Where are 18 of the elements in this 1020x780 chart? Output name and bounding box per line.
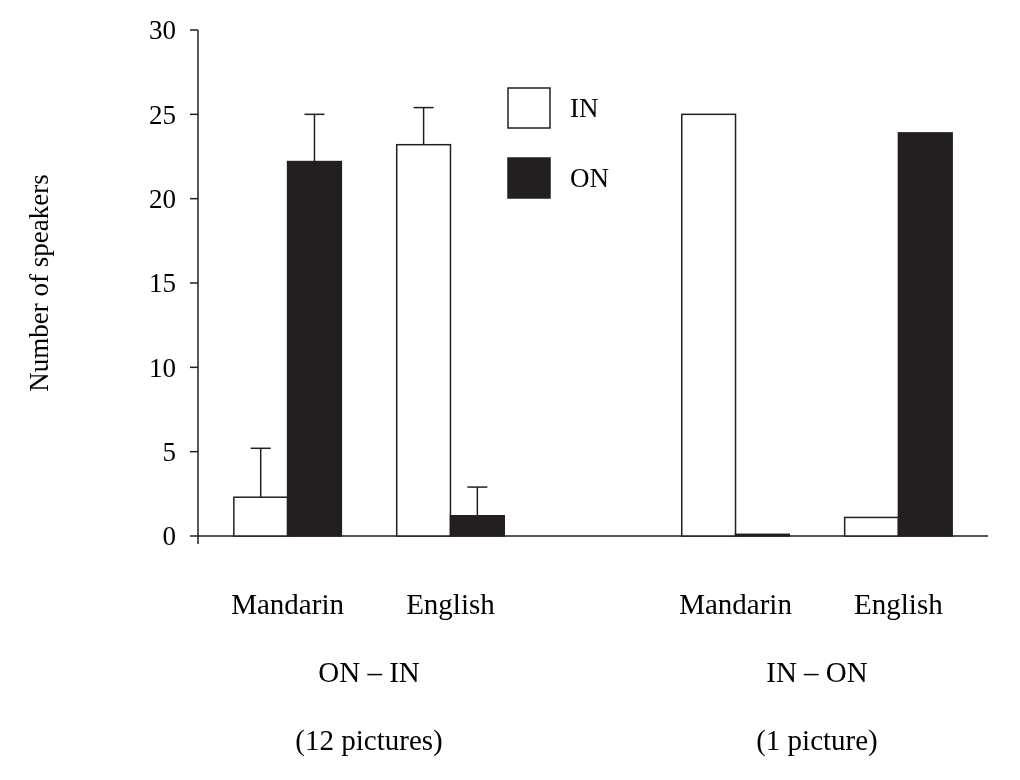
legend-label: IN <box>570 93 599 124</box>
text: ON – IN <box>318 656 420 688</box>
y-tick-label: 0 <box>162 521 176 552</box>
y-tick-label: 5 <box>162 437 176 468</box>
y-tick-label: 15 <box>149 268 176 299</box>
y-tick-label: 30 <box>149 15 176 46</box>
text: IN – ON <box>766 656 868 688</box>
text: (1 picture) <box>756 724 878 757</box>
x-tick-label: English <box>854 588 944 620</box>
x-tick-label: Mandarin <box>679 588 793 620</box>
y-tick-label: 10 <box>149 352 176 383</box>
y-axis-title: Number of speakers <box>24 174 54 392</box>
x-tick-label: Mandarin <box>231 588 345 620</box>
y-tick-label: 20 <box>149 184 176 215</box>
legend-label: ON <box>570 163 609 194</box>
text: (12 pictures) <box>295 724 443 757</box>
x-tick-label: English <box>406 588 496 620</box>
y-tick-label: 25 <box>149 99 176 130</box>
